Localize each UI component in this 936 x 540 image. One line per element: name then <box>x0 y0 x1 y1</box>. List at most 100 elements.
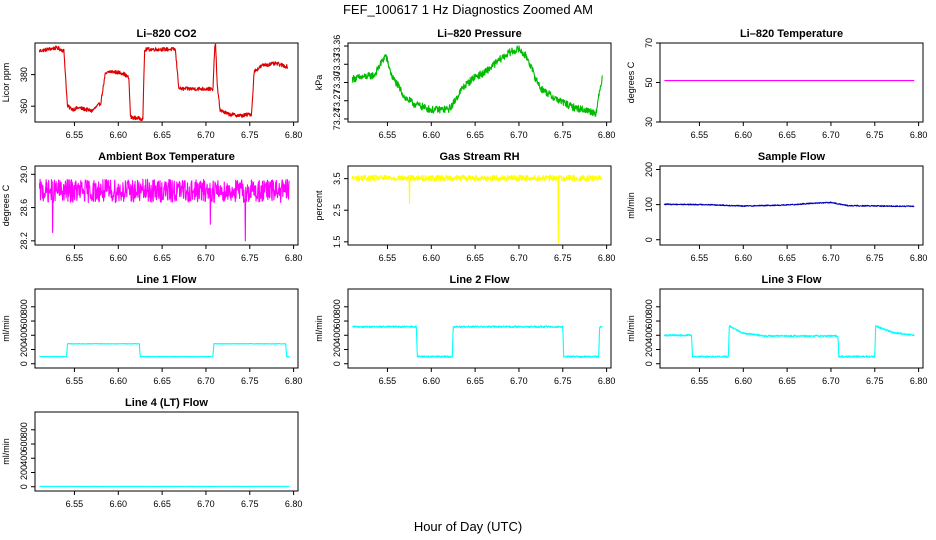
y-tick-label: 3.5 <box>332 172 342 185</box>
y-tick-label: 800 <box>19 422 29 437</box>
y-axis-label: degrees C <box>1 184 11 226</box>
y-axis-label: ml/min <box>314 315 324 342</box>
x-tick-label: 6.70 <box>510 253 528 263</box>
y-tick-label: 28.2 <box>19 232 29 250</box>
figure-title: FEF_100617 1 Hz Diagnostics Zoomed AM <box>343 2 593 17</box>
y-axis-label: kPa <box>314 75 324 91</box>
panel-7: Line 1 Flow ml/min 6.55 6.60 6.65 6.70 6.75 6.8… <box>1 274 302 386</box>
x-tick-label: 6.75 <box>241 130 259 140</box>
x-tick-label: 6.65 <box>153 376 171 386</box>
x-tick-label: 6.75 <box>241 253 259 263</box>
y-tick-label: 200 <box>644 162 654 177</box>
series-line <box>351 45 603 117</box>
plot-frame <box>34 42 299 123</box>
x-tick-label: 6.80 <box>285 253 303 263</box>
y-tick-label: 0 <box>19 484 29 489</box>
x-tick-label: 6.75 <box>866 376 884 386</box>
x-tick-label: 6.75 <box>241 376 259 386</box>
y-tick-label: 100 <box>644 197 654 212</box>
x-tick-label: 6.75 <box>241 499 259 509</box>
x-tick-label: 6.75 <box>554 253 572 263</box>
y-tick-label: 800 <box>644 299 654 314</box>
x-tick-label: 6.80 <box>285 376 303 386</box>
x-tick-label: 6.55 <box>691 376 709 386</box>
x-tick-label: 6.65 <box>466 253 484 263</box>
y-tick-label: 29.0 <box>19 166 29 184</box>
x-tick-label: 6.70 <box>822 376 840 386</box>
y-axis-label: Licor ppm <box>1 63 11 103</box>
x-tick-label: 6.65 <box>153 253 171 263</box>
panel-title: Li–820 Temperature <box>740 28 843 40</box>
x-tick-label: 6.80 <box>598 130 616 140</box>
x-tick-label: 6.80 <box>598 376 616 386</box>
x-tick-label: 6.75 <box>866 253 884 263</box>
x-tick-label: 6.65 <box>153 499 171 509</box>
x-tick-label: 6.55 <box>691 130 709 140</box>
x-tick-label: 6.60 <box>735 253 753 263</box>
y-tick-label: 73.24 <box>332 108 342 131</box>
x-tick-label: 6.55 <box>66 376 84 386</box>
panel-10: Line 4 (LT) Flow ml/min 6.55 6.60 6.65 6.70 6.… <box>1 397 302 509</box>
x-tick-label: 6.65 <box>466 130 484 140</box>
panel-5: Gas Stream RH percent 6.55 6.60 6.65 6.70 6.75… <box>314 151 615 263</box>
y-tick-label: 0 <box>644 361 654 366</box>
x-tick-label: 6.80 <box>285 130 303 140</box>
panel-2: Li–820 Pressure kPa 6.55 6.60 6.65 6.70 6.75 6.… <box>314 28 615 140</box>
series-line <box>663 201 915 208</box>
panel-title: Line 1 Flow <box>137 274 197 286</box>
x-tick-label: 6.70 <box>822 253 840 263</box>
x-tick-label: 6.65 <box>778 376 796 386</box>
x-tick-label: 6.60 <box>423 376 441 386</box>
x-tick-label: 6.75 <box>554 130 572 140</box>
series-line <box>663 325 915 359</box>
x-tick-label: 6.55 <box>66 130 84 140</box>
y-tick-label: 0 <box>644 237 654 242</box>
y-tick-label: 600 <box>332 314 342 329</box>
panel-9: Line 3 Flow ml/min 6.55 6.60 6.65 6.70 6.75 6.8… <box>626 274 927 386</box>
x-tick-label: 6.65 <box>778 130 796 140</box>
x-tick-label: 6.70 <box>197 253 215 263</box>
x-tick-label: 6.65 <box>466 376 484 386</box>
x-tick-label: 6.60 <box>735 376 753 386</box>
x-tick-label: 6.80 <box>285 499 303 509</box>
y-tick-label: 200 <box>644 342 654 357</box>
x-tick-label: 6.80 <box>910 130 928 140</box>
panel-title: Gas Stream RH <box>439 151 519 163</box>
x-tick-label: 6.60 <box>110 253 128 263</box>
panel-title: Sample Flow <box>758 151 826 163</box>
x-tick-label: 6.75 <box>554 376 572 386</box>
panel-8: Line 2 Flow ml/min 6.55 6.60 6.65 6.70 6.75 6.8… <box>314 274 615 386</box>
x-tick-label: 6.70 <box>197 499 215 509</box>
x-tick-label: 6.55 <box>691 253 709 263</box>
plot-frame <box>347 165 612 246</box>
plot-frame <box>34 288 299 369</box>
plot-frame <box>659 42 924 123</box>
panel-title: Line 4 (LT) Flow <box>125 397 208 409</box>
plot-frame <box>34 165 299 246</box>
series-line <box>352 325 603 359</box>
y-tick-label: 50 <box>644 77 654 87</box>
y-tick-label: 400 <box>644 328 654 343</box>
y-tick-label: 30 <box>644 117 654 127</box>
x-tick-label: 6.55 <box>379 253 397 263</box>
y-tick-label: 800 <box>332 299 342 314</box>
panel-title: Line 3 Flow <box>762 274 822 286</box>
plot-frame <box>34 411 299 492</box>
x-tick-label: 6.65 <box>778 253 796 263</box>
x-tick-label: 6.60 <box>735 130 753 140</box>
panel-6: Sample Flow ml/min 6.55 6.60 6.65 6.70 6.75 6.8… <box>626 151 927 263</box>
x-tick-label: 6.80 <box>598 253 616 263</box>
panel-title: Li–820 Pressure <box>437 28 521 40</box>
y-axis-label: ml/min <box>1 315 11 342</box>
y-tick-label: 380 <box>19 67 29 82</box>
y-axis-label: ml/min <box>626 315 636 342</box>
plot-frame <box>347 42 612 123</box>
y-tick-label: 360 <box>19 99 29 114</box>
y-tick-label: 600 <box>19 437 29 452</box>
y-tick-label: 200 <box>19 465 29 480</box>
plot-frame <box>659 165 924 246</box>
series-line <box>39 342 290 358</box>
series-line <box>38 42 289 122</box>
y-axis-label: degrees C <box>626 61 636 103</box>
